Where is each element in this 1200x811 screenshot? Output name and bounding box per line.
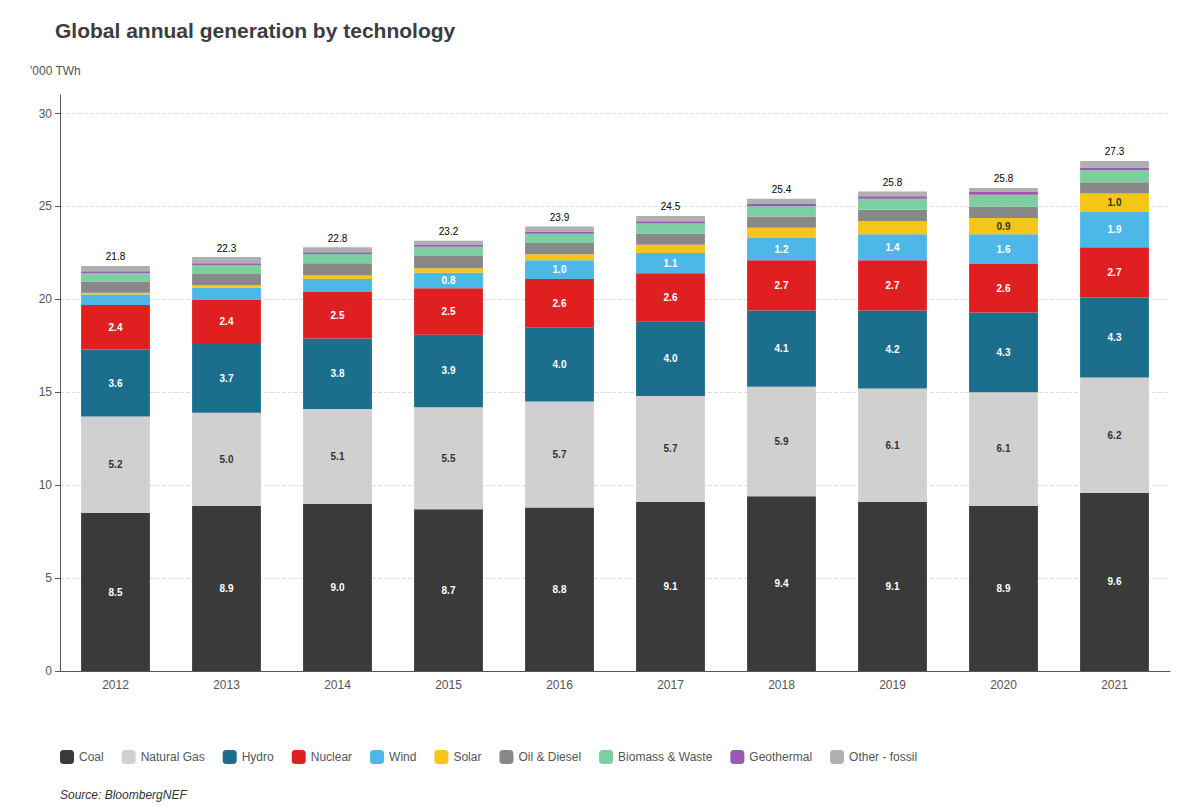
svg-text:5.9: 5.9: [775, 436, 789, 447]
svg-text:0.8: 0.8: [442, 275, 456, 286]
svg-text:23.9: 23.9: [550, 212, 570, 223]
svg-text:'000 TWh: '000 TWh: [30, 64, 81, 78]
svg-text:9.6: 9.6: [1108, 576, 1122, 587]
svg-text:2015: 2015: [435, 678, 462, 692]
svg-text:9.0: 9.0: [331, 582, 345, 593]
svg-text:5.5: 5.5: [442, 453, 456, 464]
svg-text:4.2: 4.2: [886, 344, 900, 355]
svg-text:5: 5: [45, 571, 52, 585]
svg-text:2.4: 2.4: [220, 316, 234, 327]
svg-text:1.0: 1.0: [553, 264, 567, 275]
svg-text:2.7: 2.7: [886, 280, 900, 291]
svg-text:0: 0: [45, 664, 52, 678]
svg-text:22.8: 22.8: [328, 233, 348, 244]
svg-text:Global annual generation by te: Global annual generation by technology: [55, 19, 456, 42]
svg-text:5.7: 5.7: [553, 449, 567, 460]
svg-text:Hydro: Hydro: [242, 750, 274, 764]
svg-text:2.5: 2.5: [331, 310, 345, 321]
svg-text:4.3: 4.3: [997, 347, 1011, 358]
svg-text:10: 10: [39, 478, 53, 492]
svg-text:2014: 2014: [324, 678, 351, 692]
svg-text:3.8: 3.8: [331, 368, 345, 379]
svg-text:2021: 2021: [1101, 678, 1128, 692]
svg-text:Natural Gas: Natural Gas: [141, 750, 205, 764]
svg-text:25.8: 25.8: [994, 173, 1014, 184]
svg-text:25.4: 25.4: [772, 184, 792, 195]
svg-text:2020: 2020: [990, 678, 1017, 692]
svg-text:9.4: 9.4: [775, 578, 789, 589]
svg-text:2.5: 2.5: [442, 306, 456, 317]
svg-text:8.5: 8.5: [109, 587, 123, 598]
svg-text:23.2: 23.2: [439, 226, 459, 237]
svg-text:25: 25: [39, 199, 53, 213]
svg-text:8.9: 8.9: [220, 583, 234, 594]
svg-text:Biomass & Waste: Biomass & Waste: [618, 750, 713, 764]
svg-text:1.6: 1.6: [997, 244, 1011, 255]
svg-text:2018: 2018: [768, 678, 795, 692]
svg-text:5.7: 5.7: [664, 443, 678, 454]
svg-text:2012: 2012: [102, 678, 129, 692]
svg-text:4.3: 4.3: [1108, 332, 1122, 343]
svg-text:3.7: 3.7: [220, 373, 234, 384]
svg-text:Coal: Coal: [79, 750, 104, 764]
svg-text:6.1: 6.1: [997, 443, 1011, 454]
svg-text:0.9: 0.9: [997, 221, 1011, 232]
svg-text:2016: 2016: [546, 678, 573, 692]
svg-text:20: 20: [39, 292, 53, 306]
svg-text:Source: BloombergNEF: Source: BloombergNEF: [60, 788, 187, 802]
svg-text:8.9: 8.9: [997, 583, 1011, 594]
svg-text:4.1: 4.1: [775, 343, 789, 354]
svg-text:2.4: 2.4: [109, 322, 123, 333]
svg-text:1.9: 1.9: [1108, 224, 1122, 235]
svg-text:2.6: 2.6: [553, 298, 567, 309]
svg-text:4.0: 4.0: [553, 359, 567, 370]
svg-text:24.5: 24.5: [661, 201, 681, 212]
svg-text:2.6: 2.6: [997, 283, 1011, 294]
svg-text:2.7: 2.7: [775, 280, 789, 291]
svg-text:15: 15: [39, 385, 53, 399]
svg-text:25.8: 25.8: [883, 177, 903, 188]
svg-text:3.6: 3.6: [109, 378, 123, 389]
svg-text:Wind: Wind: [389, 750, 416, 764]
svg-text:Solar: Solar: [453, 750, 481, 764]
svg-text:8.8: 8.8: [553, 584, 567, 595]
svg-text:2.6: 2.6: [664, 292, 678, 303]
svg-text:1.2: 1.2: [775, 244, 789, 255]
svg-text:Geothermal: Geothermal: [749, 750, 812, 764]
svg-text:2013: 2013: [213, 678, 240, 692]
svg-text:6.1: 6.1: [886, 440, 900, 451]
svg-text:22.3: 22.3: [217, 243, 237, 254]
svg-text:30: 30: [39, 107, 53, 121]
svg-text:1.1: 1.1: [664, 258, 678, 269]
svg-text:3.9: 3.9: [442, 365, 456, 376]
svg-text:2017: 2017: [657, 678, 684, 692]
svg-text:5.1: 5.1: [331, 451, 345, 462]
svg-text:1.4: 1.4: [886, 242, 900, 253]
svg-text:9.1: 9.1: [886, 581, 900, 592]
svg-text:Oil & Diesel: Oil & Diesel: [518, 750, 581, 764]
svg-text:2.7: 2.7: [1108, 267, 1122, 278]
svg-text:21.8: 21.8: [106, 251, 126, 262]
svg-text:4.0: 4.0: [664, 353, 678, 364]
svg-text:5.2: 5.2: [109, 459, 123, 470]
svg-text:9.1: 9.1: [664, 581, 678, 592]
svg-text:5.0: 5.0: [220, 454, 234, 465]
svg-text:2019: 2019: [879, 678, 906, 692]
svg-text:8.7: 8.7: [442, 585, 456, 596]
svg-text:Nuclear: Nuclear: [311, 750, 352, 764]
svg-text:6.2: 6.2: [1108, 430, 1122, 441]
svg-text:1.0: 1.0: [1108, 197, 1122, 208]
svg-text:27.3: 27.3: [1105, 146, 1125, 157]
svg-text:Other - fossil: Other - fossil: [849, 750, 917, 764]
